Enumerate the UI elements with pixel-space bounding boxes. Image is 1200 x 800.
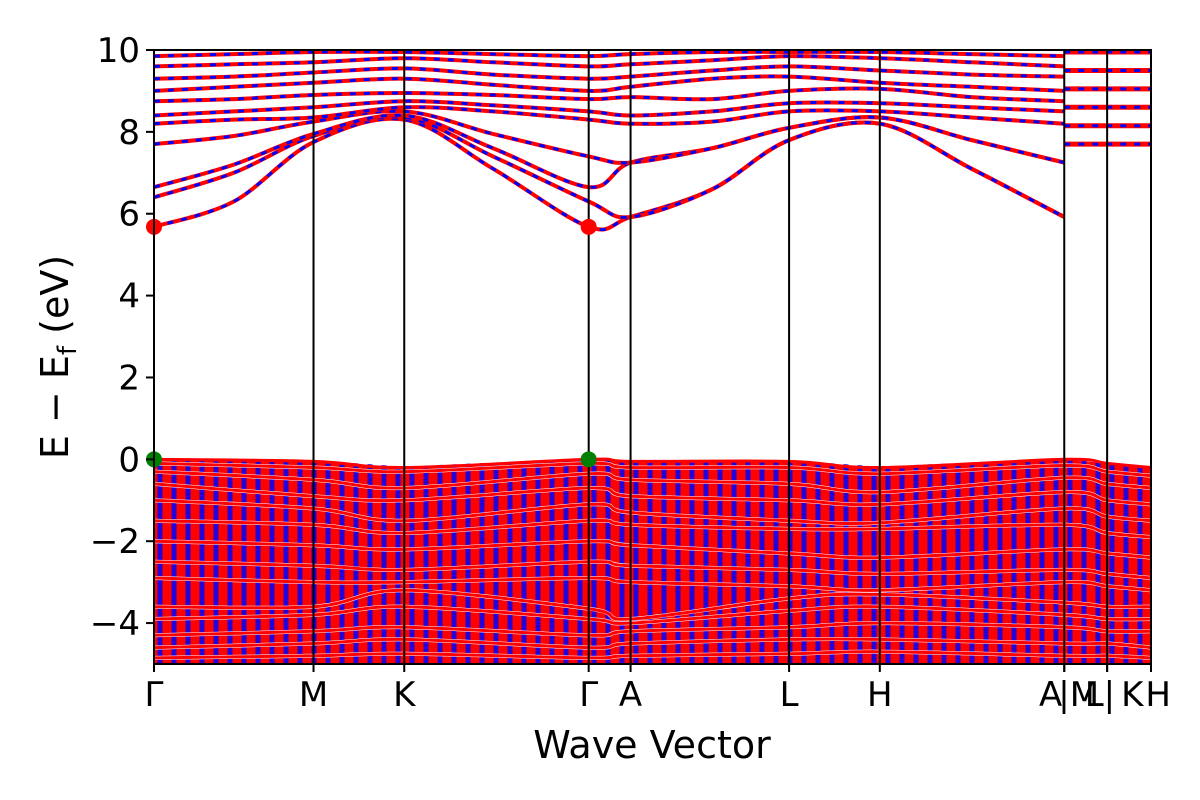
y-tick-label: 0 bbox=[118, 440, 140, 480]
gap-region bbox=[154, 50, 1151, 467]
y-tick-label: 4 bbox=[118, 277, 140, 317]
y-axis-label: E − Ef (eV) bbox=[33, 255, 83, 459]
y-tick-label: 8 bbox=[118, 113, 140, 153]
cbm-marker bbox=[580, 218, 597, 235]
x-tick-label: H bbox=[1145, 675, 1171, 715]
y-tick-label: −2 bbox=[90, 522, 140, 562]
y-axis-label-subscript: f bbox=[53, 345, 83, 355]
y-axis-label-main: E − E bbox=[33, 355, 77, 459]
x-tick-label: |M bbox=[1058, 675, 1099, 715]
x-tick-label: L| bbox=[1085, 675, 1115, 715]
conduction-band-blue bbox=[154, 109, 1065, 165]
x-axis-ticks: Γ M K Γ A L H A|ML| K H bbox=[145, 664, 1171, 715]
x-tick-label: Γ bbox=[579, 675, 598, 715]
x-tick-label: K bbox=[1121, 675, 1145, 715]
y-tick-label: −4 bbox=[90, 604, 140, 644]
x-tick-label: M bbox=[299, 675, 328, 715]
y-axis-label-unit: (eV) bbox=[33, 255, 77, 334]
x-tick-label: A bbox=[619, 675, 642, 715]
high-symmetry-lines bbox=[312, 50, 1109, 664]
plot-border bbox=[153, 49, 1152, 665]
y-tick-label: 6 bbox=[118, 195, 140, 235]
x-axis-label: Wave Vector bbox=[533, 723, 771, 767]
x-tick-label: H bbox=[867, 675, 893, 715]
y-axis-ticks: −4 −2 0 2 4 6 8 10 bbox=[90, 31, 154, 644]
vbm-marker bbox=[580, 451, 597, 468]
x-tick-label: L bbox=[780, 675, 799, 715]
plot-frame bbox=[153, 49, 1152, 665]
x-tick-label: Γ bbox=[145, 675, 164, 715]
y-tick-label: 2 bbox=[118, 358, 140, 398]
conduction-band-blue bbox=[154, 115, 1065, 219]
y-tick-label: 10 bbox=[97, 31, 140, 71]
x-tick-label: K bbox=[393, 675, 417, 715]
x-tick-label: A bbox=[1039, 675, 1062, 715]
